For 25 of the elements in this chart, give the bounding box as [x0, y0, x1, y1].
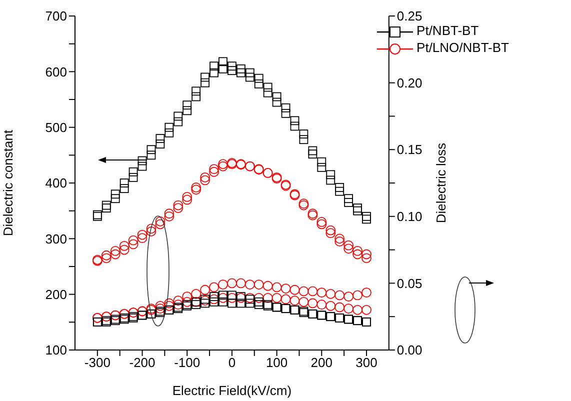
y2-axis-title: Dielectric loss	[434, 142, 449, 224]
y2-tick-label: 0.05	[396, 276, 422, 291]
y2-tick-label: 0.25	[396, 8, 422, 24]
legend-label: Pt/NBT-BT	[416, 23, 479, 38]
y-tick-label: 600	[45, 64, 67, 80]
y-tick-label: 700	[45, 8, 67, 24]
y-tick-label: 300	[45, 231, 67, 246]
y-tick-label: 400	[45, 176, 67, 191]
y2-tick-label: 0.15	[396, 142, 422, 158]
y-axis-title: Dielectric constant	[0, 130, 16, 236]
x-tick-label: 200	[310, 355, 332, 370]
y2-tick-label: 0.10	[396, 209, 422, 224]
x-tick-label: -100	[174, 355, 200, 370]
y-tick-label: 100	[45, 342, 67, 358]
x-tick-label: 0	[228, 355, 236, 370]
x-tick-label: -300	[84, 355, 110, 370]
x-tick-label: 300	[356, 355, 378, 370]
y-tick-label: 200	[45, 286, 67, 302]
x-axis-title: Electric Field(kV/cm)	[172, 383, 292, 398]
y2-tick-label: 0.00	[396, 342, 422, 358]
y-tick-label: 500	[45, 120, 67, 135]
y2-tick-label: 0.20	[396, 75, 422, 90]
x-tick-label: -200	[129, 355, 156, 370]
x-tick-label: 100	[266, 355, 288, 370]
legend-label: Pt/LNO/NBT-BT	[416, 40, 509, 55]
